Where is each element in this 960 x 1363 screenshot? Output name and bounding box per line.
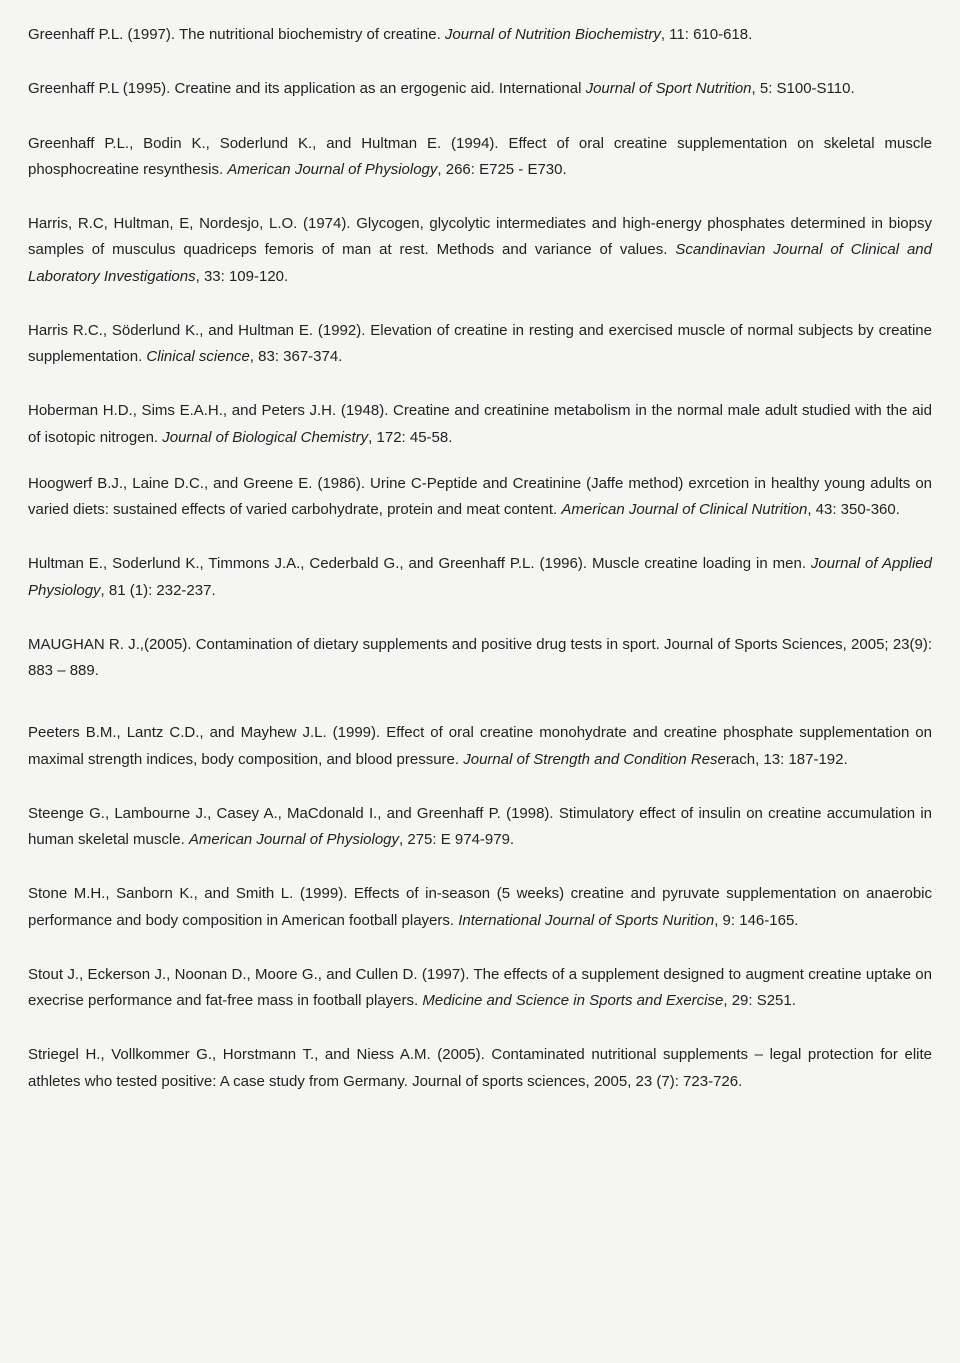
reference-item: Harris R.C., Söderlund K., and Hultman E…	[28, 318, 932, 371]
reference-item: Greenhaff P.L. (1997). The nutritional b…	[28, 22, 932, 48]
reference-item: Hultman E., Soderlund K., Timmons J.A., …	[28, 551, 932, 604]
reference-item: Greenhaff P.L (1995). Creatine and its a…	[28, 76, 932, 102]
reference-journal: Journal of Biological Chemistry	[162, 429, 368, 446]
reference-text-post: , 275: E 974-979.	[399, 831, 514, 848]
reference-text-post: , 172: 45-58.	[368, 429, 452, 446]
reference-journal: Journal of Sport Nutrition	[586, 80, 752, 97]
reference-journal: Journal of Strength and Condition Rese	[463, 751, 726, 768]
reference-journal: Journal of Nutrition Biochemistry	[445, 26, 661, 43]
reference-text-post: , 266: E725 - E730.	[437, 161, 566, 178]
reference-text-post: , 83: 367-374.	[250, 348, 343, 365]
reference-journal: American Journal of Physiology	[189, 831, 399, 848]
reference-item: Stout J., Eckerson J., Noonan D., Moore …	[28, 962, 932, 1015]
reference-text-post: , 43: 350-360.	[807, 501, 900, 518]
reference-item: Greenhaff P.L., Bodin K., Soderlund K., …	[28, 131, 932, 184]
reference-journal: Clinical science	[146, 348, 249, 365]
reference-text-pre: MAUGHAN R. J.,(2005). Contamination of d…	[28, 636, 932, 679]
reference-item: Stone M.H., Sanborn K., and Smith L. (19…	[28, 881, 932, 934]
reference-item: Hoberman H.D., Sims E.A.H., and Peters J…	[28, 398, 932, 451]
reference-text-post: rach, 13: 187-192.	[726, 751, 848, 768]
reference-item: Harris, R.C, Hultman, E, Nordesjo, L.O. …	[28, 211, 932, 290]
reference-text-pre: Greenhaff P.L (1995). Creatine and its a…	[28, 80, 586, 97]
reference-journal: American Journal of Clinical Nutrition	[561, 501, 807, 518]
reference-text-post: , 5: S100-S110.	[752, 80, 855, 97]
reference-journal: American Journal of Physiology	[227, 161, 437, 178]
reference-text-post: , 33: 109-120.	[196, 268, 289, 285]
reference-item: Peeters B.M., Lantz C.D., and Mayhew J.L…	[28, 720, 932, 773]
reference-text-post: , 81 (1): 232-237.	[101, 582, 216, 599]
reference-text-post: , 9: 146-165.	[714, 912, 798, 929]
references-list: Greenhaff P.L. (1997). The nutritional b…	[28, 22, 932, 1095]
reference-item: MAUGHAN R. J.,(2005). Contamination of d…	[28, 632, 932, 685]
reference-text-pre: Greenhaff P.L. (1997). The nutritional b…	[28, 26, 445, 43]
reference-text-post: , 29: S251.	[723, 992, 796, 1009]
reference-item: Striegel H., Vollkommer G., Horstmann T.…	[28, 1042, 932, 1095]
reference-text-pre: Striegel H., Vollkommer G., Horstmann T.…	[28, 1046, 932, 1089]
reference-journal: Medicine and Science in Sports and Exerc…	[422, 992, 723, 1009]
reference-item: Hoogwerf B.J., Laine D.C., and Greene E.…	[28, 471, 932, 524]
reference-text-post: , 11: 610-618.	[661, 26, 752, 43]
reference-item: Steenge G., Lambourne J., Casey A., MaCd…	[28, 801, 932, 854]
reference-journal: International Journal of Sports Nurition	[458, 912, 714, 929]
reference-text-pre: Hultman E., Soderlund K., Timmons J.A., …	[28, 555, 811, 572]
